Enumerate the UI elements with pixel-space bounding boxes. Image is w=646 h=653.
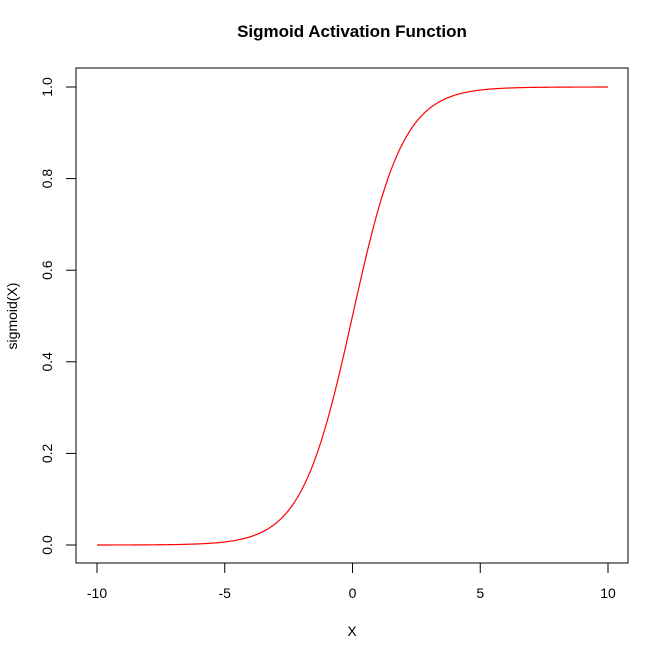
y-tick-label: 1.0 — [39, 77, 55, 97]
y-axis-label: sigmoid(X) — [4, 283, 20, 350]
x-tick-label: 5 — [476, 585, 484, 601]
y-tick-label: 0.6 — [39, 260, 55, 280]
x-axis: -10 -5 0 5 10 — [87, 562, 616, 601]
y-tick-label: 0.4 — [39, 352, 55, 372]
y-tick-label: 0.2 — [39, 443, 55, 463]
y-axis: 0.0 0.2 0.4 0.6 0.8 1.0 — [39, 77, 77, 555]
x-tick-label: 0 — [349, 585, 357, 601]
chart-title: Sigmoid Activation Function — [237, 22, 467, 41]
x-tick-label: -10 — [87, 585, 107, 601]
y-tick-label: 0.8 — [39, 169, 55, 189]
x-axis-label: X — [347, 623, 357, 639]
x-tick-label: -5 — [219, 585, 232, 601]
y-tick-label: 0.0 — [39, 535, 55, 555]
sigmoid-line — [97, 86, 608, 546]
x-tick-label: 10 — [600, 585, 616, 601]
